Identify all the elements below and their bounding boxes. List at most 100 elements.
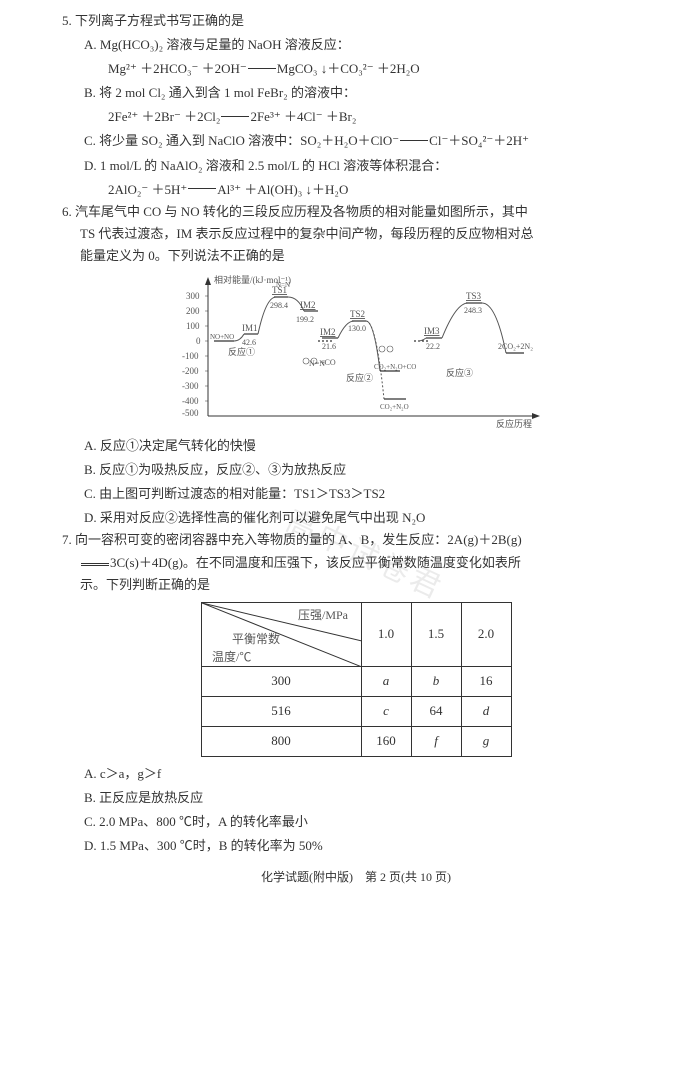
cell: f (411, 726, 461, 756)
cell: a (361, 666, 411, 696)
text-l: 将少量 SO₂ 通入到 NaClO 溶液中：SO₂＋H₂O＋ClO⁻ (99, 133, 399, 148)
q5-stem: 5. 下列离子方程式书写正确的是 (62, 10, 632, 32)
table-row: 516 c 64 d (201, 696, 511, 726)
rhs: MgCO₃ ↓＋CO₃²⁻ ＋2H₂O (277, 61, 420, 76)
eq-arrow (248, 68, 276, 69)
svg-text:42.6: 42.6 (242, 338, 256, 347)
svg-text:TS3: TS3 (466, 291, 482, 301)
xlabel: 反应历程 (496, 418, 532, 429)
label: C. (84, 133, 96, 148)
cell: 800 (201, 726, 361, 756)
eq-arrow (221, 116, 249, 117)
svg-text:反应②: 反应② (346, 372, 373, 383)
svg-text:IM1: IM1 (242, 323, 258, 333)
col-p2: 2.0 (461, 602, 511, 666)
svg-text:平衡常数: 平衡常数 (232, 631, 280, 646)
text: 向一容积可变的密闭容器中充入等物质的量的 A、B，发生反应：2A(g)＋2B(g… (75, 532, 522, 547)
svg-text:200: 200 (186, 306, 200, 316)
q6-stem1: 6. 汽车尾气中 CO 与 NO 转化的三段反应历程及各物质的相对能量如图所示，… (62, 201, 632, 223)
q5-optA: A. Mg(HCO₃)₂ 溶液与足量的 NaOH 溶液反应： (84, 34, 632, 56)
svg-text:199.2: 199.2 (296, 315, 314, 324)
q5-num: 5. (62, 13, 72, 28)
svg-text:300: 300 (186, 291, 200, 301)
q5-eqD: 2AlO₂⁻ ＋5H⁺ Al³⁺ ＋Al(OH)₃ ↓＋H₂O (108, 179, 632, 201)
q6-stem2: TS 代表过渡态，IM 表示反应过程中的复杂中间产物，每段历程的反应物相对总 (80, 223, 632, 245)
cell: 516 (201, 696, 361, 726)
svg-text:298.4: 298.4 (270, 301, 288, 310)
table-row: 800 160 f g (201, 726, 511, 756)
svg-text:22.2: 22.2 (426, 342, 440, 351)
svg-text:-300: -300 (182, 381, 199, 391)
q7-optD: D. 1.5 MPa、300 ℃时，B 的转化率为 50% (84, 835, 632, 857)
cell: d (461, 696, 511, 726)
q5-eqB: 2Fe²⁺ ＋2Br⁻ ＋2Cl₂ 2Fe³⁺ ＋4Cl⁻ ＋Br₂ (108, 106, 632, 128)
text: 汽车尾气中 CO 与 NO 转化的三段反应历程及各物质的相对能量如图所示，其中 (75, 204, 528, 219)
svg-text:TS2: TS2 (350, 309, 365, 319)
table-header-diag: 压强/MPa 平衡常数 温度/℃ (201, 602, 361, 666)
svg-text:-200: -200 (182, 366, 199, 376)
eq-arrow (400, 140, 428, 141)
svg-text:IM3: IM3 (424, 326, 440, 336)
q5-eqA: Mg²⁺ ＋2HCO₃⁻ ＋2OH⁻ MgCO₃ ↓＋CO₃²⁻ ＋2H₂O (108, 58, 632, 80)
svg-text:-500: -500 (182, 408, 199, 418)
cell: g (461, 726, 511, 756)
svg-text:21.6: 21.6 (322, 342, 336, 351)
cell: 300 (201, 666, 361, 696)
rhs: Al³⁺ ＋Al(OH)₃ ↓＋H₂O (217, 182, 348, 197)
q6-stem3: 能量定义为 0。下列说法不正确的是 (80, 245, 632, 267)
label: B. (84, 85, 96, 100)
svg-text:CO₂+N₂O: CO₂+N₂O (380, 403, 409, 411)
svg-text:+CO: +CO (320, 358, 336, 367)
q7-stem2: 3C(s)＋4D(g)。在不同温度和压强下，该反应平衡常数随温度变化如表所 (80, 552, 632, 574)
q5-optC: C. 将少量 SO₂ 通入到 NaClO 溶液中：SO₂＋H₂O＋ClO⁻ Cl⁻… (84, 130, 632, 152)
q7-optA: A. c＞a，g＞f (84, 763, 632, 785)
cell: 16 (461, 666, 511, 696)
q6-chart: 相对能量/(kJ·mol⁻¹) 反应历程 300 200 100 0 -100 … (80, 271, 632, 431)
svg-text:100: 100 (186, 321, 200, 331)
cell: 160 (361, 726, 411, 756)
svg-text:0: 0 (196, 336, 201, 346)
q6-num: 6. (62, 204, 72, 219)
svg-text:-100: -100 (182, 351, 199, 361)
svg-text:压强/MPa: 压强/MPa (298, 608, 349, 622)
svg-text:248.3: 248.3 (464, 306, 482, 315)
q5-text: 下列离子方程式书写正确的是 (75, 13, 244, 28)
lhs: 2Fe²⁺ ＋2Br⁻ ＋2Cl₂ (108, 109, 220, 124)
svg-text:-400: -400 (182, 396, 199, 406)
rhs: 2Fe³⁺ ＋4Cl⁻ ＋Br₂ (250, 109, 356, 124)
col-p0: 1.0 (361, 602, 411, 666)
eq-arrow (188, 188, 216, 189)
text: 将 2 mol Cl₂ 通入到含 1 mol FeBr₂ 的溶液中： (99, 85, 356, 100)
text: Mg(HCO₃)₂ 溶液与足量的 NaOH 溶液反应： (100, 37, 350, 52)
svg-text:反应①: 反应① (228, 346, 255, 357)
q7-stem3: 示。下列判断正确的是 (80, 574, 632, 596)
q6-optA: A. 反应①决定尾气转化的快慢 (84, 435, 632, 457)
col-p1: 1.5 (411, 602, 461, 666)
q7-num: 7. (62, 532, 72, 547)
svg-text:IM2: IM2 (320, 327, 336, 337)
lhs: Mg²⁺ ＋2HCO₃⁻ ＋2OH⁻ (108, 61, 247, 76)
text: 3C(s)＋4D(g)。在不同温度和压强下，该反应平衡常数随温度变化如表所 (110, 555, 521, 570)
rev-arrow (81, 563, 109, 566)
svg-text:CO₂+N₂O+CO: CO₂+N₂O+CO (374, 363, 416, 371)
lhs: 2AlO₂⁻ ＋5H⁺ (108, 182, 187, 197)
cell: c (361, 696, 411, 726)
label: D. (84, 158, 97, 173)
q7-table: 压强/MPa 平衡常数 温度/℃ 1.0 1.5 2.0 300 a b 16 … (80, 602, 632, 757)
page-footer: 化学试题(附中版) 第 2 页(共 10 页) (80, 867, 632, 887)
svg-text:N=N: N=N (276, 281, 290, 289)
yticks: 300 200 100 0 -100 -200 -300 -400 -500 (182, 291, 201, 418)
q5-optD: D. 1 mol/L 的 NaAlO₂ 溶液和 2.5 mol/L 的 HCl … (84, 155, 632, 177)
q6-optD: D. 采用对反应②选择性高的催化剂可以避免尾气中出现 N₂O (84, 507, 632, 529)
q6-optB: B. 反应①为吸热反应，反应②、③为放热反应 (84, 459, 632, 481)
cell: 64 (411, 696, 461, 726)
label: A. (84, 37, 97, 52)
q7-optC: C. 2.0 MPa、800 ℃时，A 的转化率最小 (84, 811, 632, 833)
svg-text:130.0: 130.0 (348, 324, 366, 333)
svg-text:NO+NO: NO+NO (210, 333, 234, 341)
text-r: Cl⁻＋SO₄²⁻＋2H⁺ (429, 133, 529, 148)
cell: b (411, 666, 461, 696)
table-row: 300 a b 16 (201, 666, 511, 696)
q7-stem1: 7. 向一容积可变的密闭容器中充入等物质的量的 A、B，发生反应：2A(g)＋2… (62, 529, 632, 551)
svg-text:反应③: 反应③ (446, 367, 473, 378)
